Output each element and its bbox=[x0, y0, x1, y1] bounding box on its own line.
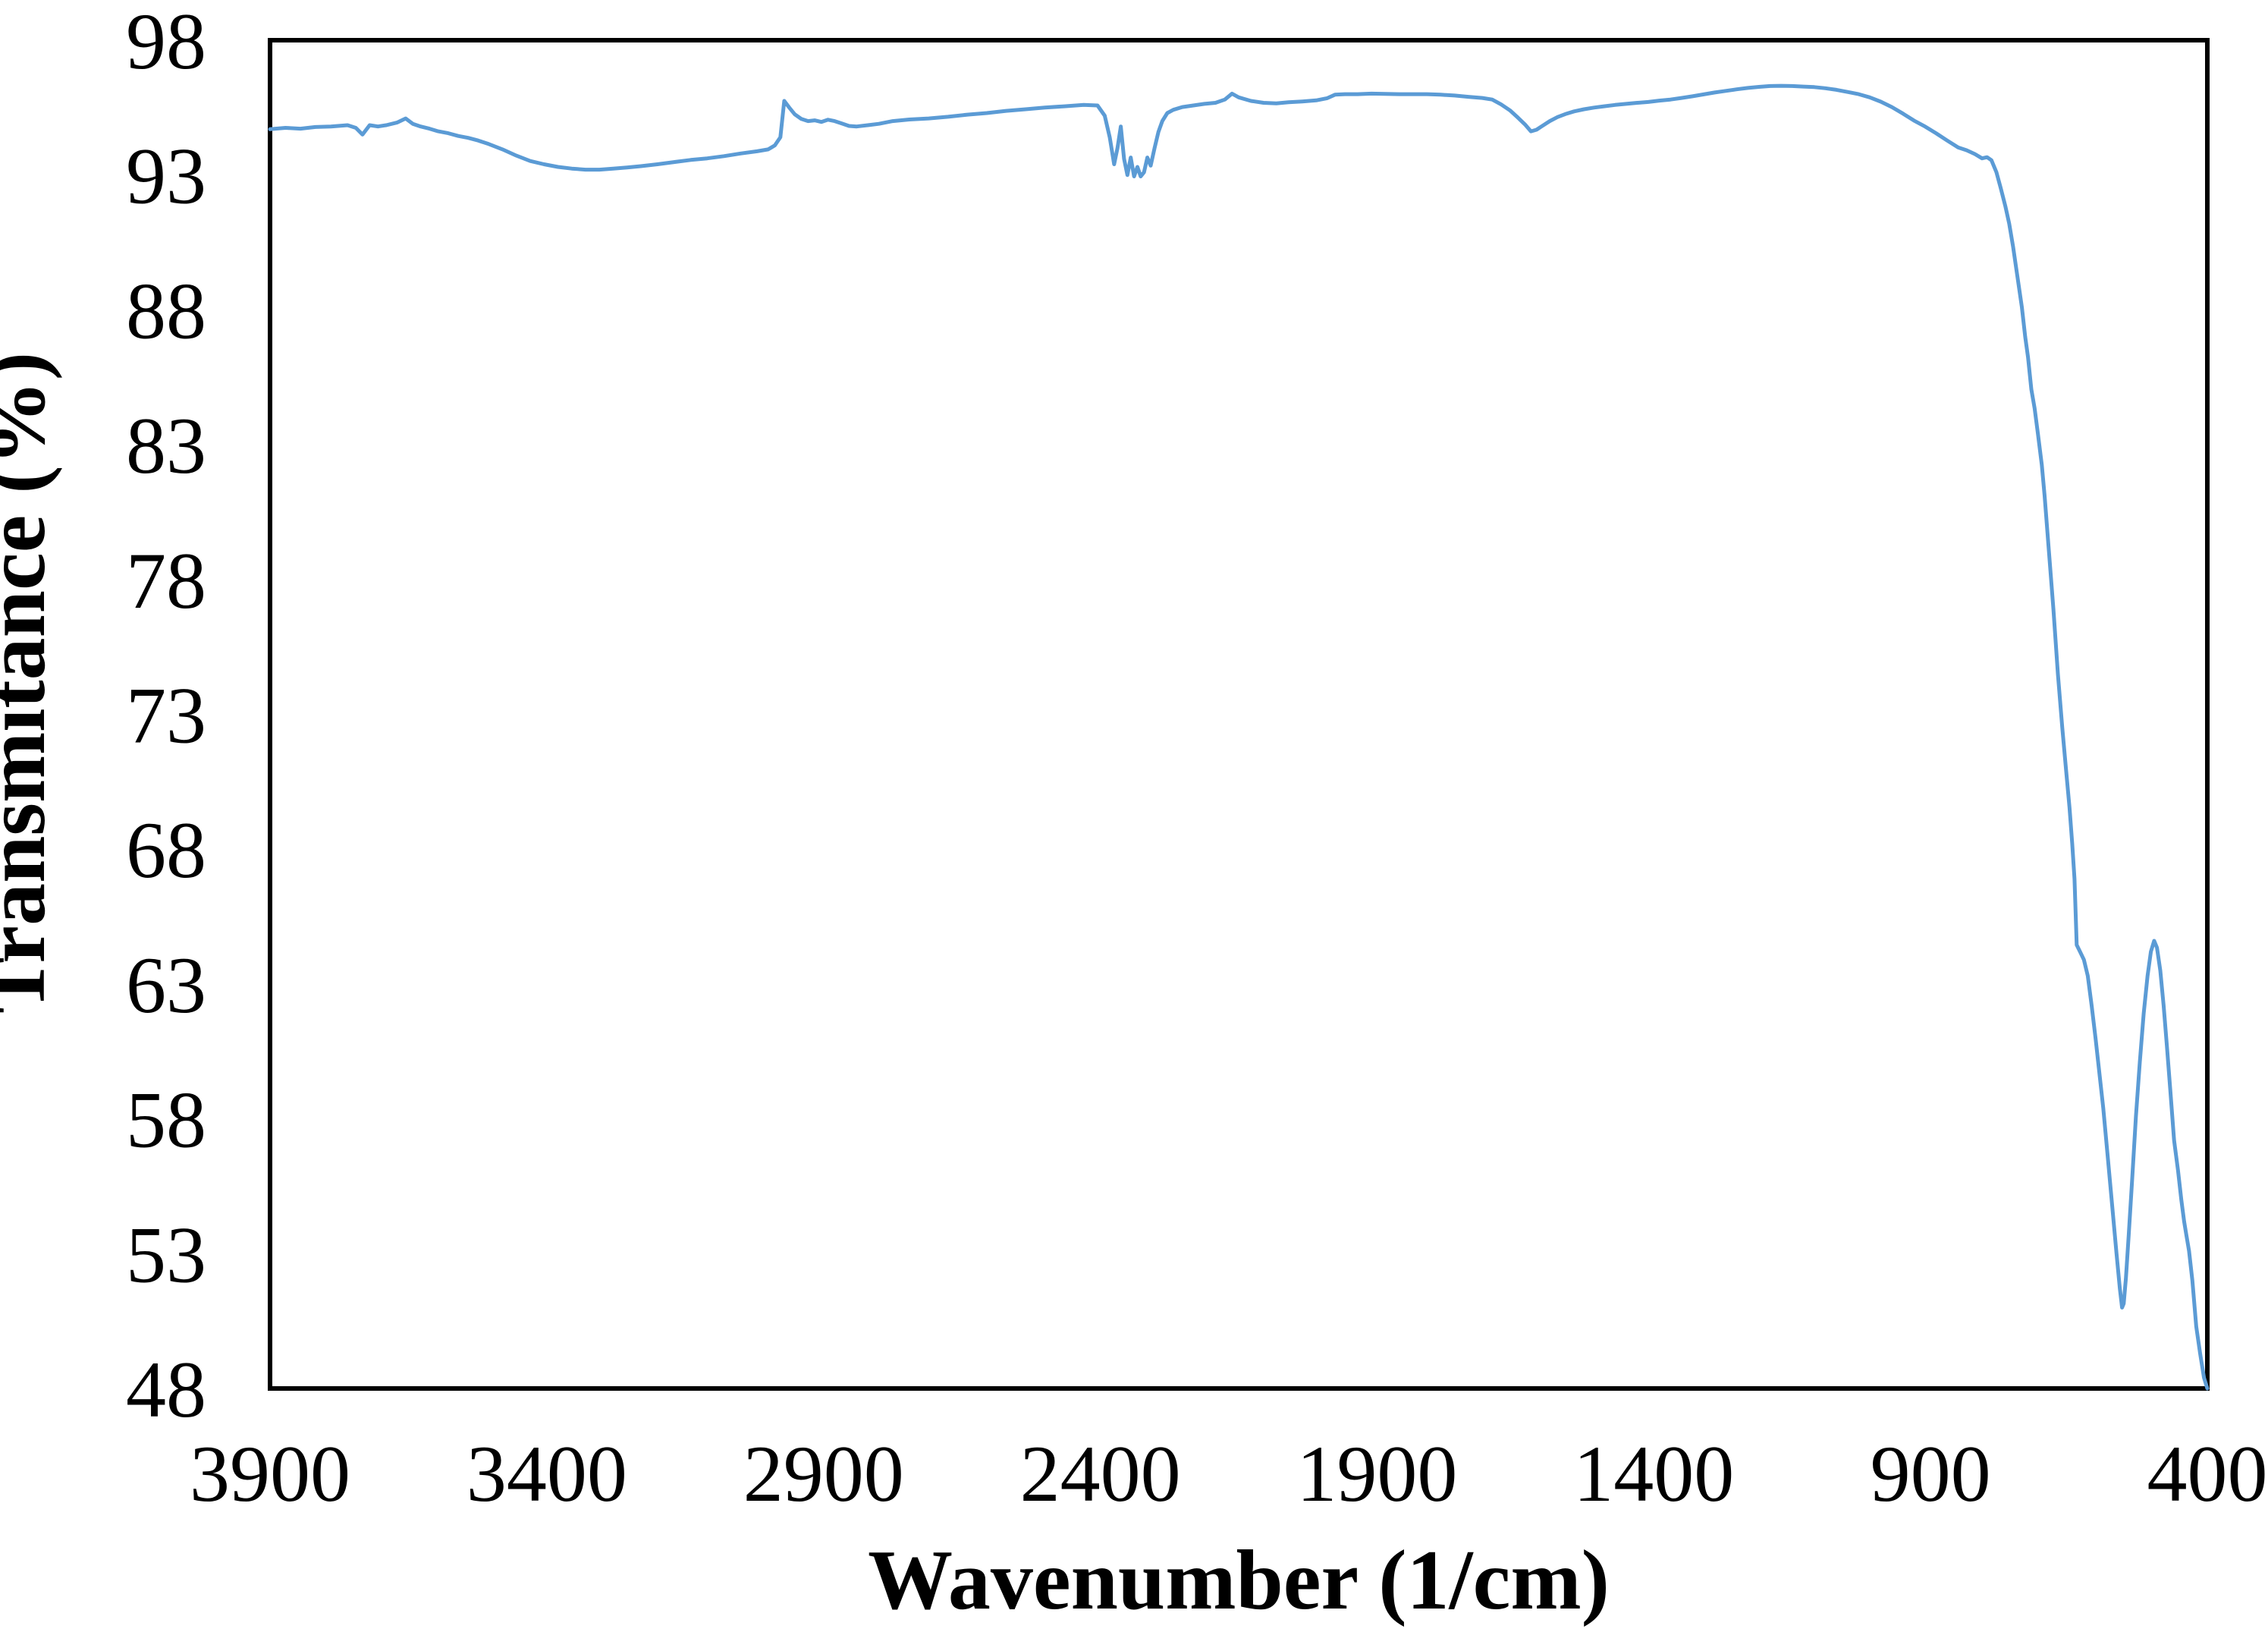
y-tick-label: 98 bbox=[126, 0, 206, 86]
x-tick-label: 2400 bbox=[1020, 1429, 1181, 1518]
y-axis-title: Transmitance (%) bbox=[0, 352, 63, 1014]
x-tick-label: 1400 bbox=[1573, 1429, 1734, 1518]
x-tick-label: 3900 bbox=[190, 1429, 350, 1518]
y-tick-label: 48 bbox=[126, 1345, 206, 1434]
x-tick-label: 900 bbox=[1871, 1429, 1991, 1518]
x-tick-label: 400 bbox=[2147, 1429, 2268, 1518]
x-axis-title: Wavenumber (1/cm) bbox=[868, 1533, 1610, 1627]
y-tick-label: 63 bbox=[126, 941, 206, 1030]
x-tick-label: 3400 bbox=[466, 1429, 627, 1518]
y-tick-label: 78 bbox=[126, 536, 206, 625]
y-tick-label: 88 bbox=[126, 266, 206, 355]
spectrum-line bbox=[268, 83, 2210, 1391]
y-tick-label: 73 bbox=[126, 671, 206, 760]
y-tick-label: 68 bbox=[126, 806, 206, 895]
y-tick-labels: 98 93 88 83 78 73 68 63 58 53 48 bbox=[126, 0, 206, 1434]
plot-border bbox=[268, 38, 2210, 1391]
y-tick-label: 58 bbox=[126, 1076, 206, 1165]
y-tick-label: 83 bbox=[126, 401, 206, 490]
x-tick-label: 1900 bbox=[1296, 1429, 1457, 1518]
y-tick-label: 93 bbox=[126, 132, 206, 221]
x-tick-label: 2900 bbox=[743, 1429, 904, 1518]
y-tick-label: 53 bbox=[126, 1210, 206, 1299]
x-tick-labels: 3900 3400 2900 2400 1900 1400 900 400 bbox=[190, 1429, 2268, 1518]
